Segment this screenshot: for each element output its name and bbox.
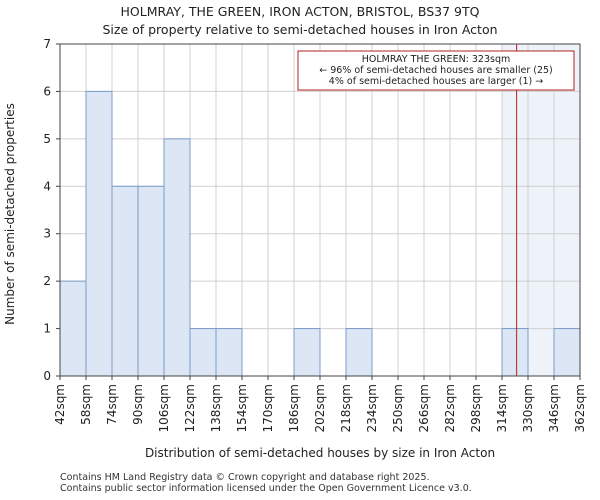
title-line-1: HOLMRAY, THE GREEN, IRON ACTON, BRISTOL,… bbox=[120, 4, 480, 19]
highlight-region bbox=[502, 44, 580, 376]
y-tick-label: 7 bbox=[43, 37, 51, 51]
annotation-line-3: 4% of semi-detached houses are larger (1… bbox=[329, 76, 543, 87]
bar bbox=[163, 138, 191, 377]
x-tick-label: 74sqm bbox=[105, 384, 119, 425]
bar bbox=[137, 185, 165, 377]
x-tick-label: 362sqm bbox=[573, 384, 587, 432]
y-tick-label: 3 bbox=[43, 227, 51, 241]
y-axis-label: Number of semi-detached properties bbox=[3, 103, 17, 325]
x-tick-label: 170sqm bbox=[261, 384, 275, 432]
footer: Contains HM Land Registry data © Crown c… bbox=[60, 472, 472, 494]
x-tick-label: 266sqm bbox=[417, 384, 431, 432]
chart-title: HOLMRAY, THE GREEN, IRON ACTON, BRISTOL,… bbox=[0, 3, 600, 39]
y-tick-label: 2 bbox=[43, 274, 51, 288]
bar bbox=[85, 90, 113, 377]
x-tick-label: 330sqm bbox=[521, 384, 535, 432]
annotation-line-1: HOLMRAY THE GREEN: 323sqm bbox=[362, 54, 511, 65]
x-tick-label: 106sqm bbox=[157, 384, 171, 432]
x-tick-label: 282sqm bbox=[443, 384, 457, 432]
x-tick-label: 218sqm bbox=[339, 384, 353, 432]
title-line-2: Size of property relative to semi-detach… bbox=[102, 22, 498, 37]
y-tick-label: 5 bbox=[43, 132, 51, 146]
annotation-box bbox=[297, 50, 575, 91]
x-tick-label: 154sqm bbox=[235, 384, 249, 432]
x-tick-label: 346sqm bbox=[547, 384, 561, 432]
bar bbox=[111, 185, 139, 377]
y-tick-label: 1 bbox=[43, 322, 51, 336]
bar bbox=[345, 328, 373, 377]
x-tick-label: 234sqm bbox=[365, 384, 379, 432]
x-tick-label: 58sqm bbox=[79, 384, 93, 425]
histogram-chart: 0 1 2 3 4 5 6 7 42sqm 58sqm 74sqm 90sqm 106sqm 122sqm… bbox=[3, 37, 587, 460]
bar bbox=[553, 328, 581, 377]
x-tick-label: 202sqm bbox=[313, 384, 327, 432]
x-tick-label: 42sqm bbox=[53, 384, 67, 425]
x-tick-label: 122sqm bbox=[183, 384, 197, 432]
x-axis-label: Distribution of semi-detached houses by … bbox=[145, 446, 495, 460]
x-tick-label: 138sqm bbox=[209, 384, 223, 432]
x-tick-label: 250sqm bbox=[391, 384, 405, 432]
footer-line-2: Contains public sector information licen… bbox=[60, 483, 472, 494]
y-tick-label: 0 bbox=[43, 369, 51, 383]
x-tick-label: 298sqm bbox=[469, 384, 483, 432]
footer-line-1: Contains HM Land Registry data © Crown c… bbox=[60, 472, 430, 483]
bar bbox=[293, 328, 321, 377]
bar bbox=[501, 328, 529, 377]
bar bbox=[59, 280, 87, 377]
y-tick-label: 6 bbox=[43, 84, 51, 98]
bar bbox=[189, 328, 217, 377]
x-tick-label: 186sqm bbox=[287, 384, 301, 432]
y-tick-label: 4 bbox=[43, 179, 51, 193]
x-tick-label: 314sqm bbox=[495, 384, 509, 432]
annotation-line-2: ← 96% of semi-detached houses are smalle… bbox=[319, 65, 553, 76]
x-tick-label: 90sqm bbox=[131, 384, 145, 425]
bar bbox=[215, 328, 243, 377]
